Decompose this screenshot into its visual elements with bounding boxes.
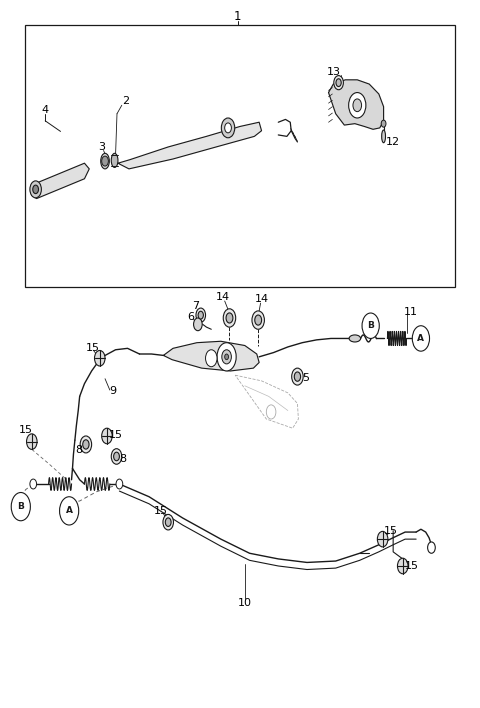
Text: 8: 8 bbox=[75, 445, 82, 455]
Circle shape bbox=[348, 93, 366, 118]
Text: 15: 15 bbox=[108, 430, 122, 440]
Circle shape bbox=[11, 493, 30, 521]
Circle shape bbox=[353, 99, 361, 112]
Circle shape bbox=[334, 76, 343, 90]
Circle shape bbox=[26, 434, 37, 450]
Ellipse shape bbox=[111, 154, 118, 168]
Circle shape bbox=[223, 309, 236, 327]
Circle shape bbox=[30, 479, 36, 489]
Text: B: B bbox=[17, 502, 24, 511]
Text: 7: 7 bbox=[192, 301, 199, 311]
Polygon shape bbox=[328, 80, 384, 130]
Text: 15: 15 bbox=[154, 506, 168, 516]
Circle shape bbox=[80, 436, 92, 453]
Circle shape bbox=[336, 79, 341, 86]
Circle shape bbox=[225, 354, 228, 360]
Polygon shape bbox=[118, 122, 262, 169]
Text: 12: 12 bbox=[386, 137, 400, 147]
Circle shape bbox=[362, 313, 379, 338]
Text: 3: 3 bbox=[98, 142, 105, 152]
Text: 6: 6 bbox=[188, 312, 195, 321]
Circle shape bbox=[198, 312, 204, 319]
Text: 5: 5 bbox=[302, 373, 309, 383]
Circle shape bbox=[60, 497, 79, 525]
Circle shape bbox=[116, 479, 123, 489]
Circle shape bbox=[114, 452, 120, 461]
Text: 15: 15 bbox=[404, 561, 419, 571]
Circle shape bbox=[33, 185, 38, 193]
Text: A: A bbox=[418, 334, 424, 343]
Text: 1: 1 bbox=[234, 10, 241, 23]
Circle shape bbox=[102, 428, 112, 444]
Ellipse shape bbox=[382, 130, 385, 143]
Circle shape bbox=[377, 532, 388, 547]
Text: 15: 15 bbox=[85, 343, 99, 353]
Circle shape bbox=[412, 326, 430, 351]
Text: 14: 14 bbox=[216, 292, 230, 302]
Text: 11: 11 bbox=[403, 307, 418, 316]
Text: 14: 14 bbox=[254, 294, 269, 304]
Text: 13: 13 bbox=[326, 67, 340, 77]
Circle shape bbox=[163, 515, 173, 530]
Circle shape bbox=[111, 449, 122, 464]
Text: 8: 8 bbox=[119, 454, 126, 464]
Circle shape bbox=[294, 372, 300, 382]
Circle shape bbox=[255, 315, 262, 325]
Bar bbox=[24, 25, 456, 287]
Circle shape bbox=[292, 368, 303, 385]
Text: A: A bbox=[66, 506, 72, 515]
Text: 15: 15 bbox=[384, 525, 398, 536]
Circle shape bbox=[205, 350, 217, 367]
Polygon shape bbox=[32, 164, 89, 198]
Text: 15: 15 bbox=[19, 425, 33, 435]
Circle shape bbox=[95, 350, 105, 366]
Circle shape bbox=[381, 120, 386, 127]
Circle shape bbox=[30, 181, 41, 198]
Circle shape bbox=[221, 118, 235, 138]
Circle shape bbox=[102, 156, 108, 166]
Text: 9: 9 bbox=[109, 386, 116, 396]
Circle shape bbox=[397, 558, 408, 573]
Circle shape bbox=[226, 313, 233, 323]
Circle shape bbox=[428, 542, 435, 553]
Circle shape bbox=[196, 308, 205, 322]
Circle shape bbox=[222, 350, 231, 364]
Text: 2: 2 bbox=[122, 96, 130, 106]
Circle shape bbox=[83, 440, 89, 449]
Text: 10: 10 bbox=[238, 598, 252, 608]
Circle shape bbox=[193, 318, 202, 331]
Circle shape bbox=[217, 343, 236, 371]
Ellipse shape bbox=[101, 154, 109, 169]
Text: 4: 4 bbox=[42, 105, 49, 115]
Ellipse shape bbox=[349, 335, 360, 342]
Polygon shape bbox=[163, 341, 259, 371]
Circle shape bbox=[225, 123, 231, 133]
Circle shape bbox=[165, 518, 171, 527]
Text: B: B bbox=[367, 321, 374, 330]
Circle shape bbox=[252, 311, 264, 329]
